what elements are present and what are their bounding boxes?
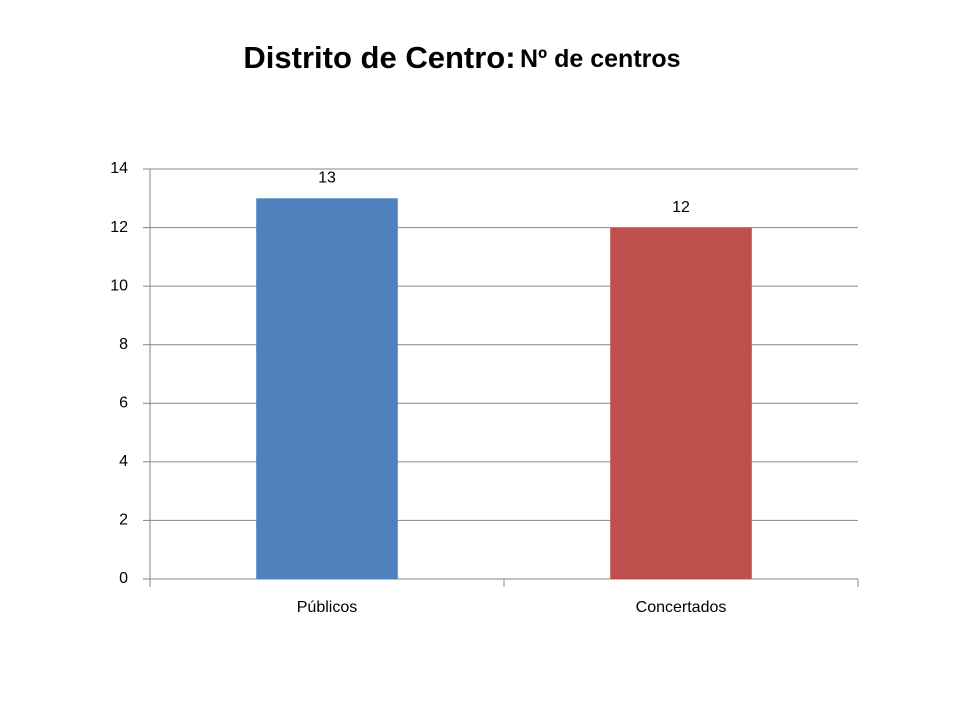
y-tick-label: 2	[119, 512, 128, 529]
y-tick-label: 14	[110, 160, 128, 177]
bar	[610, 227, 752, 580]
y-tick-label: 4	[119, 453, 128, 470]
x-tick-label: Concertados	[636, 599, 727, 616]
bar	[256, 198, 398, 580]
data-label: 13	[318, 170, 336, 187]
chart-subtitle: Nº de centros	[520, 45, 681, 73]
chart-title: Distrito de Centro:	[243, 40, 515, 75]
y-tick-label: 12	[110, 219, 128, 236]
y-tick-label: 0	[119, 570, 128, 587]
x-tick-label: Públicos	[297, 599, 357, 616]
y-tick-label: 8	[119, 336, 128, 353]
y-tick-label: 6	[119, 395, 128, 412]
y-tick-label: 10	[110, 277, 128, 294]
chart-heading: Distrito de Centro: Nº de centros	[243, 40, 680, 75]
data-label: 12	[672, 199, 690, 216]
